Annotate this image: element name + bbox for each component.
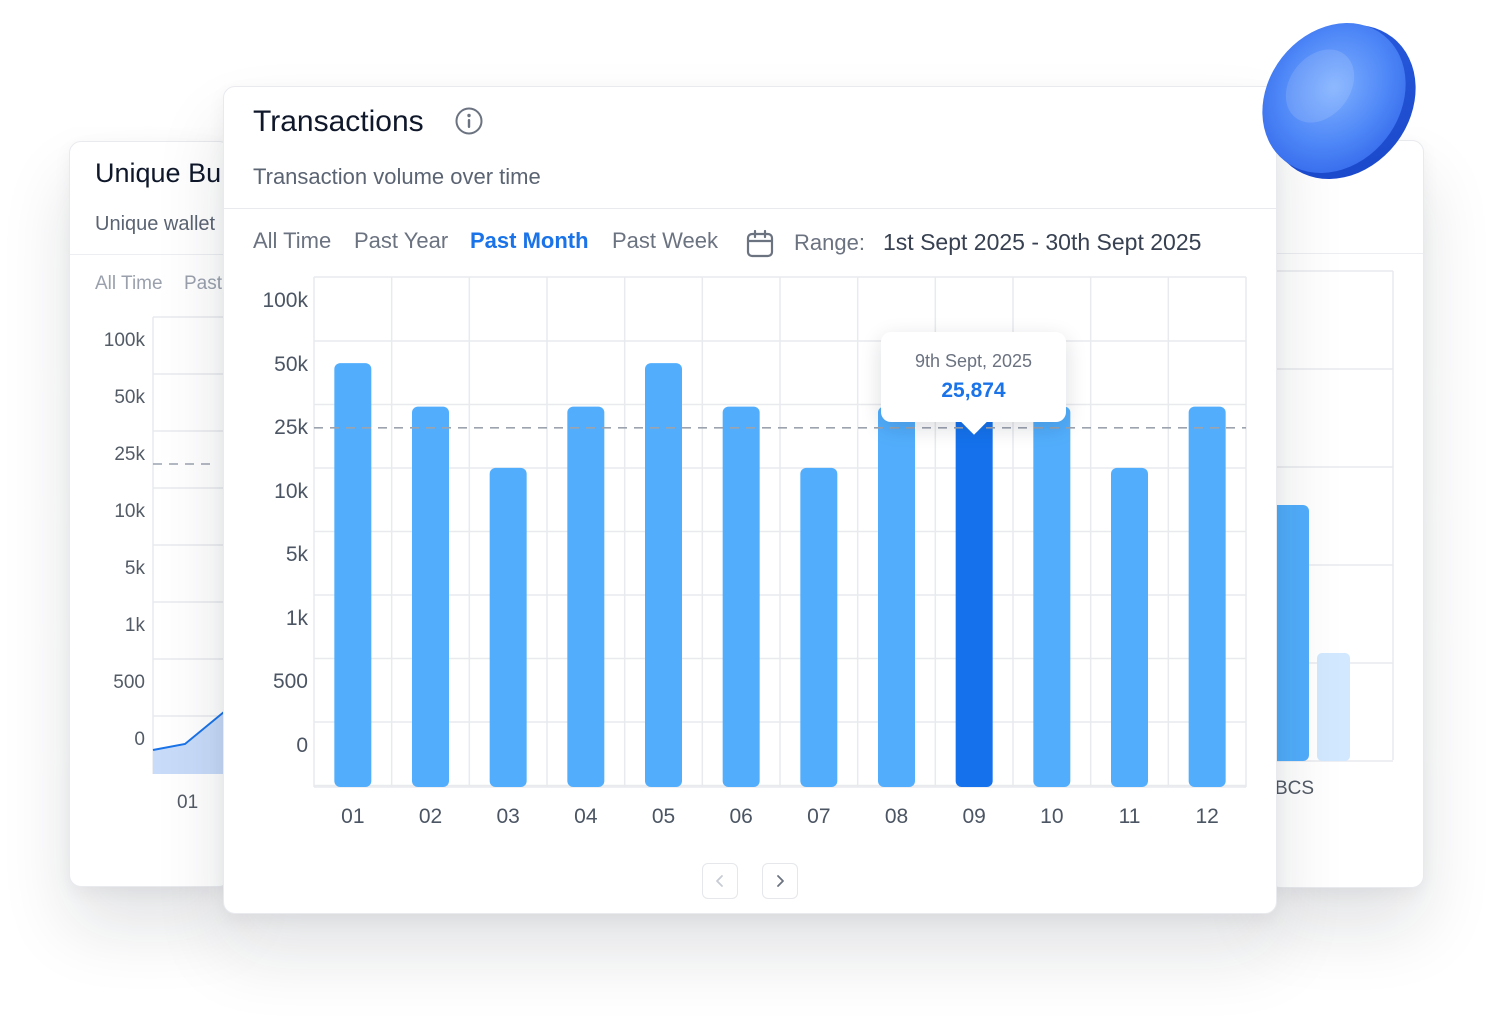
card-title: Transactions: [253, 105, 424, 138]
x-tick-label: 05: [651, 805, 676, 828]
x-tick-label: 11: [1118, 805, 1141, 828]
date-range-picker[interactable]: 1st Sept 2025 - 30th Sept 2025: [883, 229, 1202, 255]
tab-past[interactable]: Past: [184, 273, 223, 294]
divider: [1269, 253, 1423, 254]
y-tick-label: 0: [134, 729, 145, 750]
y-tick-label: 25k: [114, 444, 145, 465]
y-tick-label: 100k: [262, 289, 308, 312]
bar-05[interactable]: [645, 363, 682, 787]
x-tick-label: 01: [177, 792, 199, 813]
transactions-bar-chart: [313, 276, 1247, 788]
tab-all-time[interactable]: All Time: [95, 273, 163, 294]
bar-09[interactable]: [955, 413, 993, 787]
x-tick-label: 09: [962, 805, 986, 828]
info-icon[interactable]: [455, 107, 483, 135]
x-tick-label: 08: [884, 805, 909, 828]
divider: [70, 254, 230, 255]
y-tick-label: 500: [272, 670, 308, 693]
y-tick-label: 10k: [274, 479, 308, 503]
bar-11[interactable]: [1111, 467, 1148, 787]
calendar-icon[interactable]: [745, 229, 775, 259]
bar-tooltip: 9th Sept, 2025 25,874: [881, 332, 1066, 422]
prev-page-button[interactable]: [702, 863, 738, 899]
bar-10[interactable]: [1033, 406, 1071, 787]
chevron-right-icon: [777, 875, 784, 887]
y-tick-label: 500: [113, 672, 145, 693]
x-tick-label: 07: [807, 805, 831, 828]
x-tick-label: 02: [418, 805, 443, 828]
y-tick-label: 50k: [114, 387, 145, 408]
bar-08[interactable]: [878, 406, 915, 787]
tab-past-week[interactable]: Past Week: [612, 228, 718, 253]
bar-06[interactable]: [722, 406, 760, 787]
x-tick-label: 06: [729, 805, 753, 828]
x-tick-label: BCS: [1275, 778, 1315, 799]
bar-07[interactable]: [800, 467, 838, 787]
y-tick-label: 25k: [274, 416, 308, 439]
x-tick-label: 04: [574, 805, 598, 828]
secondary-chart-card: BCS: [1268, 140, 1424, 888]
x-tick-label: 12: [1195, 805, 1219, 828]
y-tick-label: 1k: [285, 606, 308, 630]
area-line: [152, 706, 230, 751]
tooltip-date: 9th Sept, 2025: [914, 351, 1033, 371]
bar-01[interactable]: [334, 363, 372, 787]
grid-lines: [313, 276, 1247, 788]
chevron-left-icon: [716, 875, 723, 887]
y-tick-label: 10k: [114, 501, 145, 522]
x-tick-label: 01: [341, 805, 365, 828]
secondary-bar-chart: [1269, 270, 1394, 762]
tab-all-time[interactable]: All Time: [253, 228, 332, 253]
y-tick-label: 5k: [124, 558, 145, 579]
x-tick-label: 10: [1040, 805, 1064, 828]
coin-illustration: [1262, 22, 1416, 179]
bars: [334, 363, 1226, 787]
divider: [224, 208, 1276, 209]
unique-buyers-card: Unique Bu Unique wallet All Time Past 10…: [69, 141, 231, 887]
y-tick-label: 0: [296, 733, 308, 757]
bar-series-2[interactable]: [1317, 653, 1350, 761]
bar-12[interactable]: [1188, 406, 1226, 787]
x-tick-label: 03: [496, 805, 520, 828]
y-tick-label: 1k: [124, 615, 145, 636]
tab-past-month[interactable]: Past Month: [470, 228, 589, 253]
next-page-button[interactable]: [762, 863, 798, 899]
y-tick-label: 5k: [285, 543, 308, 566]
range-label: Range:: [794, 230, 865, 255]
tooltip-value: 25,874: [941, 379, 1006, 402]
transactions-card: Transactions Transaction volume over tim…: [223, 86, 1277, 914]
card-title: Unique Bu: [95, 158, 222, 188]
bar-03[interactable]: [489, 467, 527, 787]
unique-buyers-chart: [152, 316, 230, 774]
card-subtitle: Unique wallet: [95, 213, 216, 235]
y-tick-label: 100k: [103, 330, 145, 351]
tab-past-year[interactable]: Past Year: [354, 228, 449, 253]
bar-series-1[interactable]: [1269, 505, 1309, 761]
y-tick-label: 50k: [274, 352, 308, 376]
bar-02[interactable]: [412, 406, 449, 787]
bar-04[interactable]: [567, 406, 605, 787]
card-subtitle: Transaction volume over time: [253, 164, 541, 189]
